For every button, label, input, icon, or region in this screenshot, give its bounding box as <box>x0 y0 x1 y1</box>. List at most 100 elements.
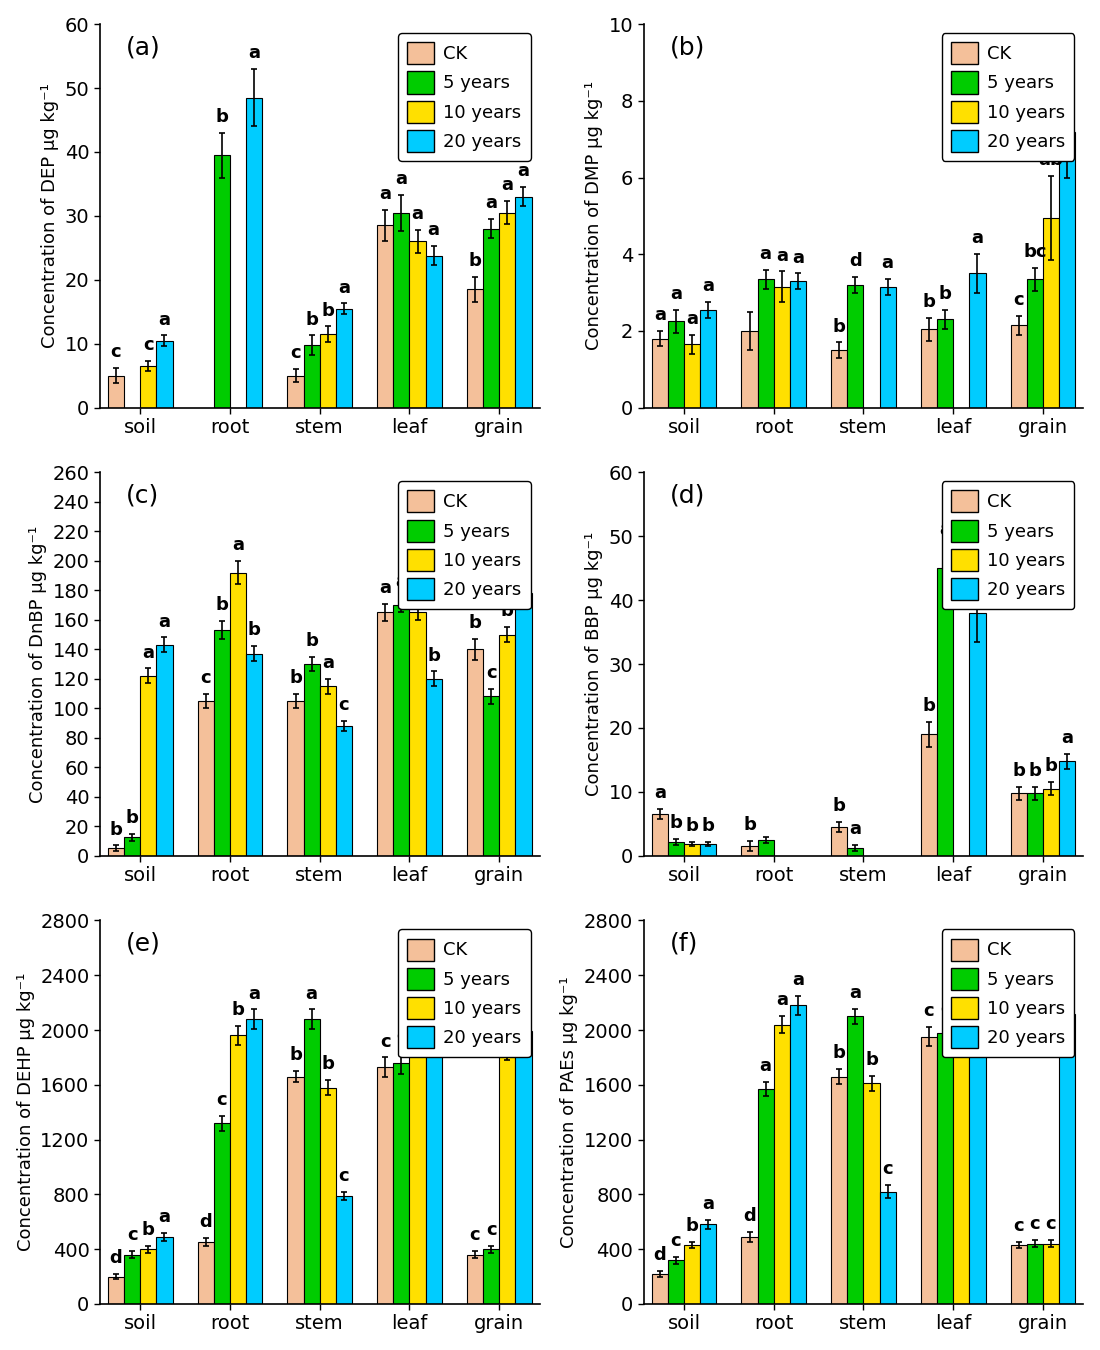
Text: b: b <box>955 990 968 1007</box>
Bar <box>336 1196 352 1304</box>
Bar <box>466 289 483 408</box>
Bar <box>773 286 790 408</box>
Text: c: c <box>111 343 121 360</box>
Bar <box>516 593 531 856</box>
Text: c: c <box>486 1220 496 1239</box>
Bar <box>847 285 864 408</box>
Text: a: a <box>306 984 318 1003</box>
Text: a: a <box>849 819 861 838</box>
Bar <box>684 344 701 408</box>
Bar <box>832 828 847 856</box>
Legend: CK, 5 years, 10 years, 20 years: CK, 5 years, 10 years, 20 years <box>398 34 530 161</box>
Text: a: a <box>1062 729 1074 747</box>
Text: c: c <box>1046 1215 1056 1234</box>
Text: a: a <box>670 285 682 302</box>
Bar <box>684 844 701 856</box>
Text: c: c <box>143 336 154 354</box>
Bar <box>758 279 773 408</box>
Bar <box>921 329 937 408</box>
Text: b: b <box>685 1216 698 1235</box>
Bar <box>937 1033 954 1304</box>
Text: b: b <box>216 597 229 614</box>
Bar <box>969 971 986 1304</box>
Text: a: a <box>428 944 440 961</box>
Bar <box>684 1245 701 1304</box>
Text: a: a <box>411 580 424 598</box>
Bar <box>1043 788 1059 856</box>
Bar <box>426 679 442 856</box>
Bar <box>156 340 173 408</box>
Bar <box>1043 1243 1059 1304</box>
Bar <box>1011 794 1026 856</box>
Bar <box>304 664 320 856</box>
Bar <box>320 1088 336 1304</box>
Text: (e): (e) <box>126 931 161 956</box>
Bar <box>701 1224 716 1304</box>
Text: a: a <box>702 1196 714 1214</box>
Bar <box>954 1022 969 1304</box>
Bar <box>499 1050 516 1304</box>
Bar <box>108 848 124 856</box>
Text: a: a <box>249 984 261 1003</box>
Bar <box>394 1062 409 1304</box>
Text: b: b <box>833 317 846 336</box>
Text: c: c <box>290 344 300 362</box>
Text: c: c <box>217 1091 228 1108</box>
Y-axis label: Concentration of DnBP μg kg⁻¹: Concentration of DnBP μg kg⁻¹ <box>29 525 47 803</box>
Text: a: a <box>849 984 861 1002</box>
Bar <box>246 653 262 856</box>
Text: (a): (a) <box>126 35 161 59</box>
Text: a: a <box>1062 61 1074 78</box>
Text: b: b <box>1045 757 1057 775</box>
Bar <box>758 840 773 856</box>
Text: b: b <box>833 796 846 815</box>
Text: d: d <box>849 252 861 270</box>
Text: d: d <box>110 1249 122 1266</box>
Text: c: c <box>1013 1216 1024 1235</box>
Text: c: c <box>882 1160 893 1177</box>
Bar <box>287 375 304 408</box>
Text: a: a <box>395 170 407 188</box>
Bar <box>937 320 954 408</box>
Bar <box>124 837 141 856</box>
Bar <box>124 1254 141 1304</box>
Text: c: c <box>200 668 211 687</box>
Text: a: a <box>158 310 170 328</box>
Text: a: a <box>411 205 424 223</box>
Text: a: a <box>971 230 983 247</box>
Bar <box>773 1025 790 1304</box>
Text: a: a <box>792 248 804 266</box>
Text: c: c <box>939 999 950 1018</box>
Legend: CK, 5 years, 10 years, 20 years: CK, 5 years, 10 years, 20 years <box>398 482 530 609</box>
Bar <box>668 841 684 856</box>
Text: a: a <box>142 644 154 662</box>
Bar <box>864 1084 880 1304</box>
Text: a: a <box>760 1057 772 1075</box>
Bar <box>213 1123 230 1304</box>
Bar <box>499 634 516 856</box>
Text: (b): (b) <box>670 35 705 59</box>
Bar <box>466 1254 483 1304</box>
Text: a: a <box>428 221 440 239</box>
Y-axis label: Concentration of PAEs μg kg⁻¹: Concentration of PAEs μg kg⁻¹ <box>560 976 579 1247</box>
Bar <box>921 734 937 856</box>
Text: b: b <box>685 818 698 836</box>
Text: b: b <box>469 251 482 270</box>
Text: d: d <box>653 1246 667 1264</box>
Text: b: b <box>289 668 301 687</box>
Text: a: a <box>776 991 788 1010</box>
Text: (d): (d) <box>670 483 705 508</box>
Bar <box>108 1277 124 1304</box>
Bar <box>156 1237 173 1304</box>
Bar <box>1026 794 1043 856</box>
Text: c: c <box>396 1027 407 1045</box>
Text: b: b <box>865 1052 878 1069</box>
Legend: CK, 5 years, 10 years, 20 years: CK, 5 years, 10 years, 20 years <box>942 34 1075 161</box>
Text: a: a <box>232 536 244 554</box>
Bar <box>141 366 156 408</box>
Bar <box>651 1274 668 1304</box>
Bar <box>377 1066 394 1304</box>
Bar <box>108 375 124 408</box>
Text: a: a <box>517 562 529 579</box>
Text: b: b <box>305 632 318 649</box>
